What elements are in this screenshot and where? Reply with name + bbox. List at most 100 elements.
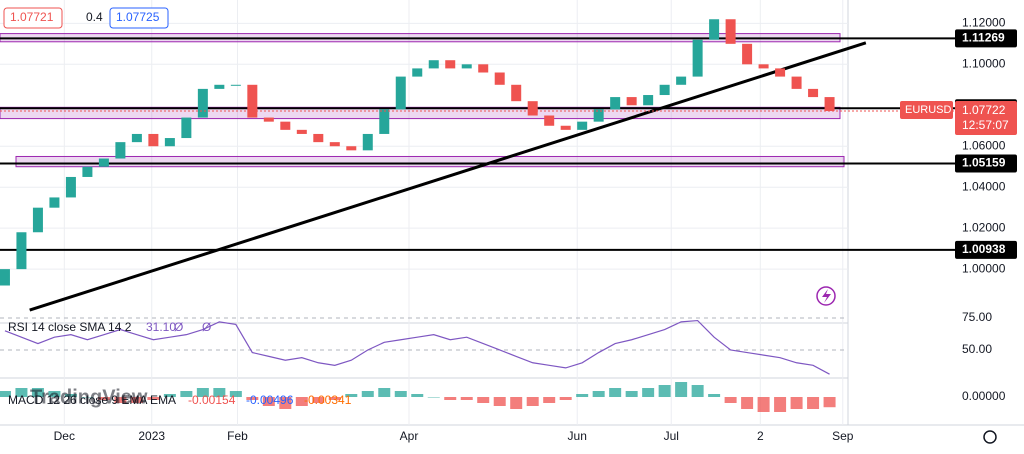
settings-button[interactable]: [983, 430, 997, 444]
header-value: 1.07725: [116, 10, 160, 24]
candle-body: [329, 142, 340, 147]
macd-bar: [130, 397, 143, 403]
macd-bar: [823, 397, 836, 408]
macd-bar: [708, 394, 721, 398]
y-tick-label: 1.02000: [962, 220, 1006, 234]
symbol-tag: [900, 100, 953, 119]
macd-bar: [576, 394, 589, 398]
candle-body: [148, 133, 159, 147]
rsi-tick-label: 50.00: [962, 342, 992, 356]
rsi-title: RSI 14 close SMA 14 2: [8, 320, 132, 334]
candle-body: [709, 19, 720, 40]
candle-body: [527, 101, 538, 116]
macd-bar: [180, 391, 193, 398]
macd-value: -0.00154: [188, 393, 236, 407]
macd-bar: [444, 397, 457, 400]
macd-bar: [510, 397, 523, 409]
price-tag: [955, 100, 1017, 135]
header-box: [3, 7, 63, 29]
macd-bar: [642, 388, 655, 398]
macd-bar: [724, 397, 737, 403]
macd-bar: [757, 397, 770, 412]
macd-bar: [477, 397, 490, 403]
header-value: 0.4: [86, 10, 103, 24]
candle-body: [313, 133, 324, 143]
macd-bar: [625, 391, 638, 398]
candle-body: [379, 109, 390, 134]
macd-bar: [81, 397, 94, 398]
macd-bar: [279, 397, 292, 409]
level-tag: [955, 154, 1017, 173]
candle-body: [32, 207, 43, 233]
macd-bar: [675, 382, 688, 398]
x-tick-label: Jun: [568, 429, 587, 443]
macd-bar: [345, 394, 358, 398]
candle-body: [296, 129, 307, 134]
macd-bar: [378, 388, 391, 398]
macd-bar: [114, 397, 127, 403]
candle-body: [181, 117, 192, 139]
candle-body: [82, 166, 93, 177]
macd-bar: [394, 391, 407, 398]
macd-bar: [609, 388, 622, 398]
candle-body: [16, 232, 27, 270]
x-tick-label: 2: [757, 429, 764, 443]
rsi-line: [4, 319, 830, 375]
macd-bar: [460, 397, 473, 400]
macd-title: MACD 12 26 close 9 EMA EMA: [8, 393, 176, 407]
x-tick-label: Feb: [227, 429, 248, 443]
macd-bar: [196, 388, 209, 398]
candle-body: [494, 72, 505, 85]
candle-body: [577, 121, 588, 130]
macd-bar: [295, 397, 308, 406]
candle-body: [593, 109, 604, 122]
candle-body: [214, 84, 225, 89]
candle-body: [395, 76, 406, 110]
macd-value: -0.00341: [304, 393, 352, 407]
candle-body: [131, 133, 142, 143]
macd-bar: [543, 397, 556, 403]
macd-bar: [658, 385, 671, 398]
countdown: 12:57:07: [962, 118, 1009, 132]
x-tick-label: Dec: [54, 429, 75, 443]
candle-body: [824, 97, 835, 112]
macd-bar: [774, 397, 787, 412]
candle-body: [428, 60, 439, 69]
watermark: TradingView: [30, 386, 148, 408]
last-price-label: 1.07722: [962, 103, 1006, 117]
flash-icon[interactable]: [816, 286, 836, 306]
candle-body: [0, 269, 10, 286]
trend-line: [29, 41, 867, 312]
x-tick-label: Jul: [664, 429, 679, 443]
header-value: 1.07721: [10, 10, 54, 24]
macd-value: -0.00496: [246, 393, 294, 407]
y-tick-label: 1.00000: [962, 261, 1006, 275]
candle-body: [775, 68, 786, 77]
candle-body: [362, 133, 373, 151]
macd-bar: [526, 397, 539, 406]
macd-bar: [493, 397, 506, 406]
candle-body: [65, 176, 76, 198]
macd-bar: [0, 391, 11, 398]
candle-body: [725, 19, 736, 44]
macd-bar: [213, 388, 226, 398]
macd-bar: [48, 391, 61, 398]
x-tick-label: Apr: [400, 429, 419, 443]
macd-bar: [163, 394, 176, 398]
level-label: 1.00938: [962, 242, 1006, 256]
macd-bar: [229, 391, 242, 398]
macd-bar: [147, 397, 160, 400]
header-box: [109, 7, 169, 29]
x-tick-label: 2023: [138, 429, 165, 443]
candle-body: [197, 88, 208, 118]
level-label: 1.05159: [962, 156, 1006, 170]
macd-bar: [312, 397, 325, 403]
candle-body: [560, 125, 571, 130]
candle-body: [461, 64, 472, 69]
candle-body: [758, 64, 769, 69]
candle-body: [659, 84, 670, 96]
rsi-value: Ø: [202, 320, 211, 334]
